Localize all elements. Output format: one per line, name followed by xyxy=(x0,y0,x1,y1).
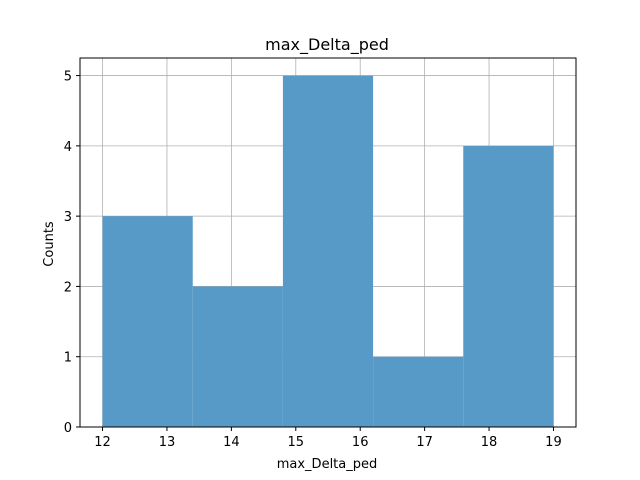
x-tick-label-6: 18 xyxy=(481,435,498,450)
histogram-bar-4 xyxy=(463,145,554,427)
x-axis-ticks: 12 13 14 15 16 17 18 19 xyxy=(94,427,562,450)
x-tick-label-7: 19 xyxy=(545,435,562,450)
y-tick-label-2: 2 xyxy=(64,280,72,295)
histogram-bars xyxy=(102,75,554,428)
x-tick-label-4: 16 xyxy=(352,435,369,450)
histogram-bar-2 xyxy=(282,75,374,428)
plot-frame xyxy=(79,57,577,428)
x-tick-label-1: 13 xyxy=(159,435,176,450)
y-axis-ticks: 0 1 2 3 4 5 xyxy=(64,70,80,436)
y-tick-label-0: 0 xyxy=(64,421,72,436)
chart-title: max_Delta_ped xyxy=(265,35,389,55)
histogram-bar-1 xyxy=(192,286,283,427)
histogram-bar-3 xyxy=(373,356,464,427)
x-tick-label-5: 17 xyxy=(416,435,433,450)
y-tick-label-3: 3 xyxy=(64,210,72,225)
y-axis-label: Counts xyxy=(42,221,57,267)
x-tick-label-2: 14 xyxy=(223,435,240,450)
x-tick-label-0: 12 xyxy=(94,435,111,450)
y-tick-label-5: 5 xyxy=(64,70,72,85)
y-tick-label-1: 1 xyxy=(64,351,72,366)
y-tick-label-4: 4 xyxy=(64,140,72,155)
histogram-bar-0 xyxy=(102,216,193,427)
x-axis-label: max_Delta_ped xyxy=(277,457,378,472)
x-tick-label-3: 15 xyxy=(288,435,305,450)
